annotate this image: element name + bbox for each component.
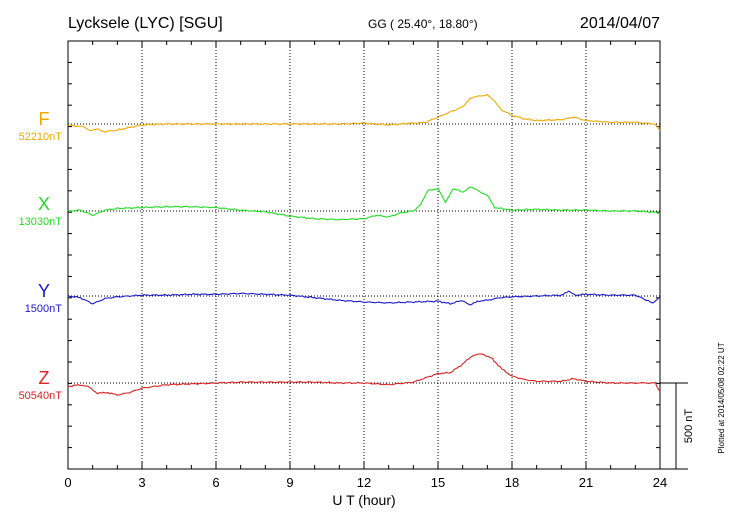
- scale-bar-label: 500 nT: [683, 409, 695, 444]
- coordinates-label: GG ( 25.40°, 18.80°): [368, 17, 478, 31]
- x-tick-label-18: 18: [505, 475, 519, 490]
- plotted-note: Plotted at 2014/05/08 02:22 UT: [717, 342, 726, 453]
- series-baseline-Z: 50540nT: [19, 390, 63, 402]
- series-name-Y: Y: [38, 281, 50, 301]
- x-tick-label-0: 0: [64, 475, 71, 490]
- series-line-F: [67, 93, 661, 134]
- x-tick-label-24: 24: [653, 475, 667, 490]
- series-baseline-X: 13030nT: [19, 216, 63, 228]
- series-name-Z: Z: [39, 368, 50, 388]
- series-name-F: F: [39, 109, 50, 129]
- series-line-Y: [67, 290, 661, 306]
- x-axis-ticks: 0 3 6 9 12 15 18 21 24: [64, 41, 667, 490]
- x-tick-label-9: 9: [286, 475, 293, 490]
- series-line-X: [67, 186, 661, 221]
- x-tick-label-12: 12: [357, 475, 371, 490]
- x-tick-label-15: 15: [431, 475, 445, 490]
- series-labels: F 52210nT X 13030nT Y 1500nT Z 50540nT: [19, 109, 63, 402]
- scale-bar: 500 nT: [660, 382, 695, 470]
- x-tick-label-3: 3: [138, 475, 145, 490]
- date-label: 2014/04/07: [580, 15, 660, 32]
- series-name-X: X: [38, 194, 50, 214]
- series-lines: [67, 93, 661, 396]
- station-title: Lycksele (LYC) [SGU]: [68, 15, 223, 32]
- vertical-grid: [141, 41, 587, 469]
- x-tick-label-21: 21: [579, 475, 593, 490]
- x-axis-label: U T (hour): [332, 492, 395, 508]
- series-baseline-Y: 1500nT: [25, 303, 63, 315]
- x-tick-label-6: 6: [212, 475, 219, 490]
- series-line-Z: [67, 353, 661, 396]
- series-baseline-F: 52210nT: [19, 131, 63, 143]
